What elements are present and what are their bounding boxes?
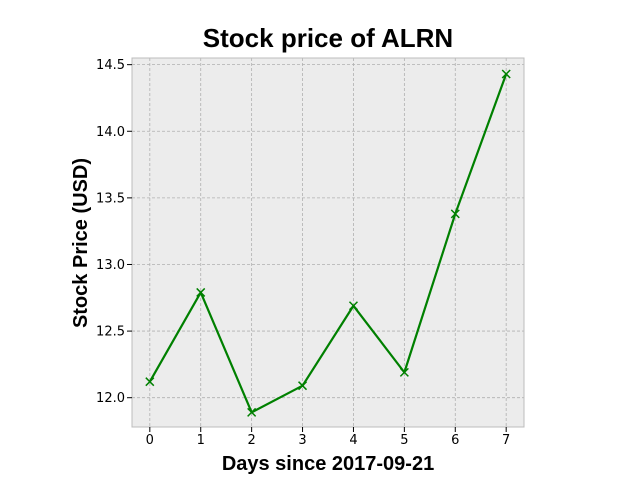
y-ticks: 12.0 12.5 13.0 13.5 14.0 14.5: [96, 58, 132, 406]
chart-title: Stock price of ALRN: [203, 23, 453, 53]
x-ticks: 0 1 2 3 4 5 6 7: [146, 427, 510, 448]
x-tick-label: 1: [197, 433, 205, 448]
x-tick-label: 3: [298, 433, 306, 448]
plot-frame: [131, 57, 525, 428]
data-point-marker: [348, 301, 358, 311]
series-group: [148, 73, 508, 414]
x-tick-label: 0: [146, 433, 154, 448]
x-tick-label: 6: [451, 433, 459, 448]
data-point-marker: [399, 367, 409, 377]
x-axis-label: Days since 2017-09-21: [222, 453, 434, 475]
axes: [131, 57, 525, 428]
x-tick-label: 5: [400, 433, 408, 448]
y-axis-label: Stock Price (USD): [70, 158, 92, 328]
y-tick-label: 13.0: [96, 258, 125, 273]
y-tick-label: 12.0: [96, 391, 125, 406]
grid: [132, 58, 524, 427]
data-point-marker: [247, 407, 257, 417]
y-tick-label: 14.5: [96, 58, 125, 73]
x-tick-label: 4: [349, 433, 357, 448]
series-line: [148, 73, 508, 414]
x-tick-label: 7: [502, 433, 510, 448]
data-point-marker: [145, 377, 155, 387]
data-point-marker: [450, 209, 460, 219]
data-point-marker: [196, 287, 206, 297]
data-point-marker: [501, 69, 511, 79]
plot-area: [132, 58, 524, 427]
marker-group: [145, 69, 511, 417]
x-tick-label: 2: [247, 433, 255, 448]
y-tick-label: 14.0: [96, 125, 125, 140]
y-tick-label: 12.5: [96, 325, 125, 340]
y-tick-label: 13.5: [96, 191, 125, 206]
data-point-marker: [298, 381, 308, 391]
